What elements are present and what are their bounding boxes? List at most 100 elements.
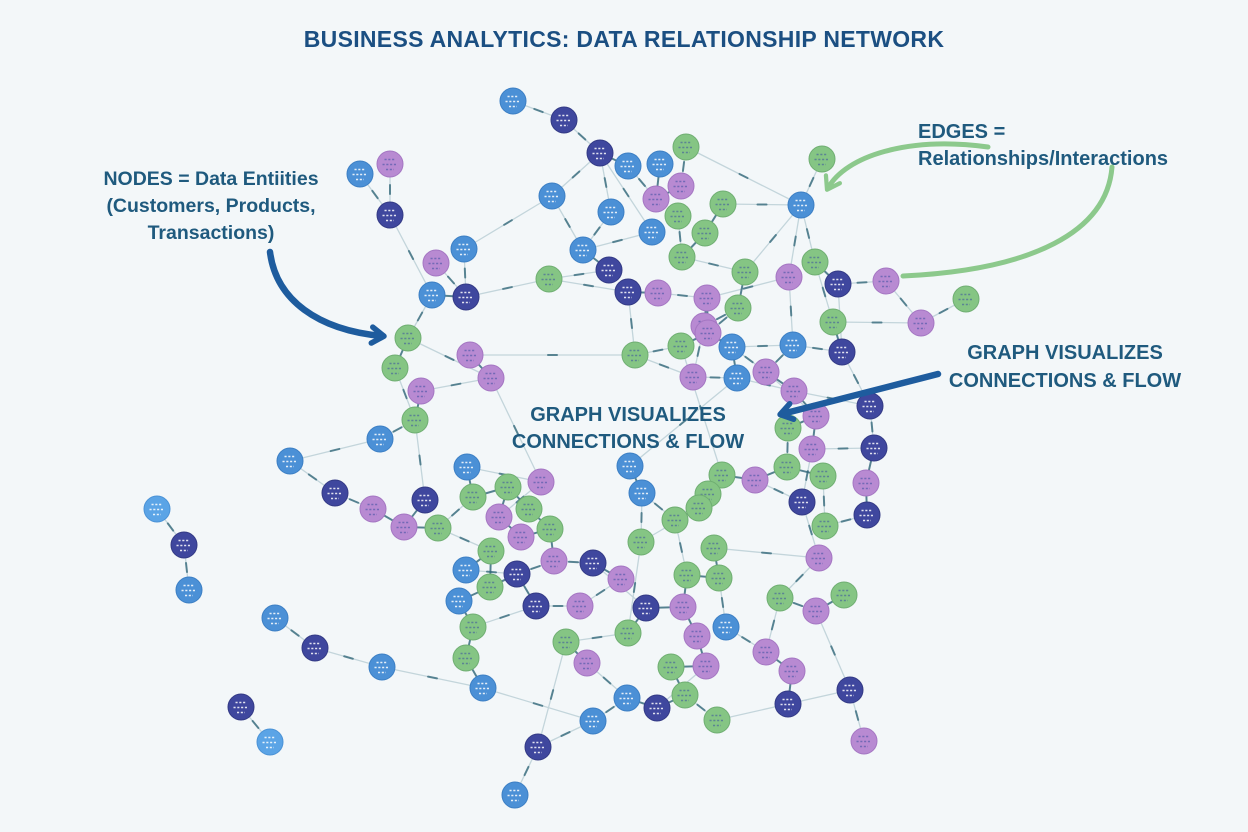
graph-edge-tick [738,172,749,180]
graph-node [524,733,552,761]
graph-node [550,106,578,134]
graph-node [774,414,802,442]
graph-node [499,87,527,115]
graph-node [712,613,740,641]
graph-edge-tick [681,161,686,172]
graph-node [540,547,568,575]
graph-edge-tick [402,388,408,400]
graph-edge-tick [789,305,793,317]
graph-node [411,486,439,514]
graph-node [691,219,719,247]
graph-node [787,191,815,219]
graph-edge-tick [867,460,873,471]
graph-node [536,515,564,543]
graph-edge-tick [577,132,587,141]
graph-node [828,338,856,366]
graph-node [860,434,888,462]
graph-edge-tick [733,475,744,480]
graph-node [143,495,171,523]
graph-edge-tick [630,318,633,329]
graph-node [452,283,480,311]
graph-edge-tick [638,178,646,187]
graph-node [535,265,563,293]
graph-node [628,479,656,507]
graph-edge-tick [765,470,777,477]
graph-edge-tick [696,703,706,712]
graph-edge-tick [799,469,811,474]
graph-edge-tick [348,498,360,504]
graph-node [779,331,807,359]
graph-node [613,684,641,712]
graph-edge-tick [761,551,772,555]
graph-edge-tick [383,514,394,522]
graph-node [705,564,733,592]
graph-annotation-label-right: GRAPH VISUALIZES CONNECTIONS & FLOW [940,339,1190,395]
graph-edge-tick [532,702,544,707]
graph-edge-tick [742,285,754,290]
graph-node [422,249,450,277]
edges-annotation-arrow [823,141,991,192]
graph-node [477,537,505,565]
graph-node [809,462,837,490]
edges-annotation-line-2: Relationships/Interactions [918,148,1169,170]
nodes-annotation-line-3: Transactions) [147,222,275,244]
graph-node [952,285,980,313]
graph-edge-tick [533,107,544,114]
graph-node [424,514,452,542]
graph-node [850,727,878,755]
graph-node [685,494,713,522]
graph-edge-tick [513,424,519,436]
graph-node [450,235,478,263]
graph-edge-tick [821,286,827,298]
graph-edge-tick [773,488,784,494]
graph-edge-tick [788,682,792,693]
graph-edge-tick [658,363,670,369]
graph-node [644,279,672,307]
graph-node [501,781,529,809]
graph-node [527,468,555,496]
graph-node [798,435,826,463]
graph-edge-tick [329,447,341,453]
graph-node [683,622,711,650]
graph-edge-tick [720,597,725,608]
graph-node [359,495,387,523]
graph-edge-tick [770,619,776,631]
graph-node [453,453,481,481]
graph-node [642,185,670,213]
graph-edge-tick [830,645,836,656]
graph-node [700,534,728,562]
graph-annotation-arrow [777,370,942,423]
graph-node [672,133,700,161]
graph-edge-tick [852,374,860,384]
graph-node [597,198,625,226]
graph-edge-tick [443,294,455,298]
graph-node [824,270,852,298]
graph-edge-tick [795,573,804,583]
graph-node [638,218,666,246]
edges-annotation-label: EDGES = Relationships/Interactions [918,119,1218,173]
graph-node [671,681,699,709]
graph-edge-tick [812,346,823,351]
graph-edge-tick [573,272,585,277]
edges-annotation-curve [900,164,1115,279]
graph-edge-tick [451,508,460,517]
graph-edge-tick [769,234,777,243]
graph-edge-tick [530,565,541,570]
nodes-annotation-line-2: (Customers, Products, [106,195,316,217]
graph-node [694,319,722,347]
nodes-annotation-label: NODES = Data Entiities (Customers, Produ… [78,166,344,247]
graph-node [852,469,880,497]
graph-edge-tick [571,170,581,179]
graph-node [522,592,550,620]
graph-edge-tick [447,275,455,285]
graph-node [485,503,513,531]
graph-node [418,281,446,309]
graph-node [452,644,480,672]
graph-edge-tick [840,518,852,523]
graph-node [376,150,404,178]
nodes-annotation-line-1: NODES = Data Entiities [103,168,319,190]
graph-edge-tick [718,316,728,325]
graph-edge-tick [856,281,868,284]
graph-edge-tick [808,176,815,188]
graph-edge-tick [677,294,688,297]
